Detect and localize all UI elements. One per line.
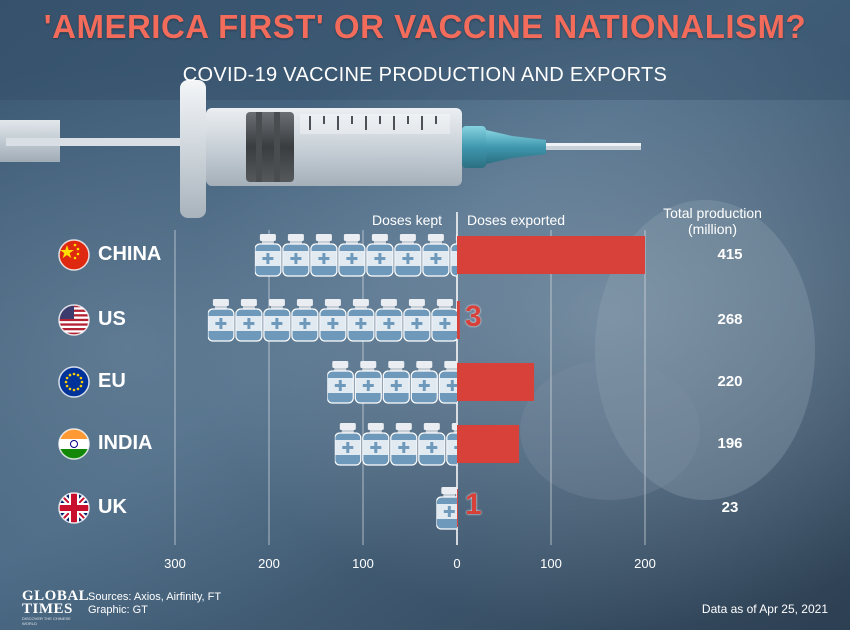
country-label-india: INDIA [98,432,153,454]
bottle-rows [207,234,458,530]
vaccine-bottle [334,423,362,466]
vaccine-bottle [282,234,310,277]
vaccine-bottle [446,423,457,466]
vaccine-bottle [436,487,458,530]
export-value-us: 3 [465,300,482,333]
vaccine-bottle [422,234,450,277]
us-flag-icon [58,304,90,336]
export-bars [457,236,645,527]
vaccine-bottle [319,299,347,342]
logo-line1: GLOBAL [22,588,90,604]
country-label-eu: EU [98,370,126,392]
vaccine-bottle [354,361,382,404]
vaccine-bottle [254,234,282,277]
export-bar-india [457,425,520,463]
data-date: Data as of Apr 25, 2021 [701,602,828,616]
tick-label-kept: 0 [453,556,461,571]
export-bar-uk [457,489,458,527]
sources-text: Sources: Axios, Airfinity, FT [88,591,222,603]
vaccine-bottle [450,234,457,277]
tick-label-kept: 300 [164,556,186,571]
total-production-header-line1: Total production [663,205,762,221]
total-value-uk: 23 [721,499,739,516]
uk-flag-icon [58,492,90,524]
vaccine-bottle [263,299,291,342]
vaccine-bottle [410,361,438,404]
export-bar-eu [457,363,535,401]
total-value-india: 196 [717,435,743,452]
vaccine-bottle [390,423,418,466]
global-times-logo: GLOBAL TIMES DISCOVER THE CHINESE WORLD [22,588,90,627]
vaccine-bottle [362,423,390,466]
export-bar-us [457,301,460,339]
tick-label-exported: 200 [634,556,656,571]
country-label-us: US [98,308,126,330]
doses-kept-header: Doses kept [372,212,443,228]
bottle-row-china [254,234,457,277]
total-value-eu: 220 [717,373,743,390]
doses-exported-header: Doses exported [467,212,566,228]
tick-label-kept: 100 [352,556,374,571]
chart-subtitle: COVID-19 VACCINE PRODUCTION AND EXPORTS [182,64,668,86]
export-bar-china [457,236,645,274]
total-value-us: 268 [717,311,743,328]
vaccine-bottle [207,299,235,342]
gridlines [174,230,646,545]
eu-flag-icon [58,366,90,398]
bottle-row-india [334,423,457,466]
graphic-credit: Graphic: GT [88,604,148,616]
vaccine-bottle [382,361,410,404]
chart-title: 'AMERICA FIRST' OR VACCINE NATIONALISM? [43,8,807,45]
flags [58,239,90,524]
total-production-header-line2: (million) [688,221,737,237]
logo-line2: TIMES [22,601,73,617]
tick-label-kept: 200 [258,556,280,571]
vaccine-bottle [394,234,422,277]
total-value-china: 415 [717,246,743,263]
india-flag-icon [58,428,90,460]
vaccine-bottle [438,361,457,404]
logo-tagline: DISCOVER THE CHINESE WORLD [22,616,71,626]
vaccine-bottle [375,299,403,342]
tick-label-exported: 100 [540,556,562,571]
country-label-uk: UK [98,496,127,518]
vaccine-bottle [403,299,431,342]
vaccine-bottle [310,234,338,277]
country-label-china: CHINA [98,243,162,265]
export-value-uk: 1 [465,488,482,521]
vaccine-bottle [366,234,394,277]
vaccine-bottle [291,299,319,342]
vaccine-bottle [338,234,366,277]
vaccine-bottle [418,423,446,466]
total-production-header: Total production (million) [655,205,770,237]
sources-block: Sources: Axios, Airfinity, FT Graphic: G… [88,591,221,617]
vaccine-bottle [327,361,354,404]
bottle-row-eu [327,361,457,404]
vaccine-bottle [347,299,375,342]
bottle-row-uk [436,487,458,530]
vaccine-bottle [431,299,457,342]
bottle-row-us [207,299,457,342]
china-flag-icon [58,239,90,271]
vaccine-bottle [235,299,263,342]
